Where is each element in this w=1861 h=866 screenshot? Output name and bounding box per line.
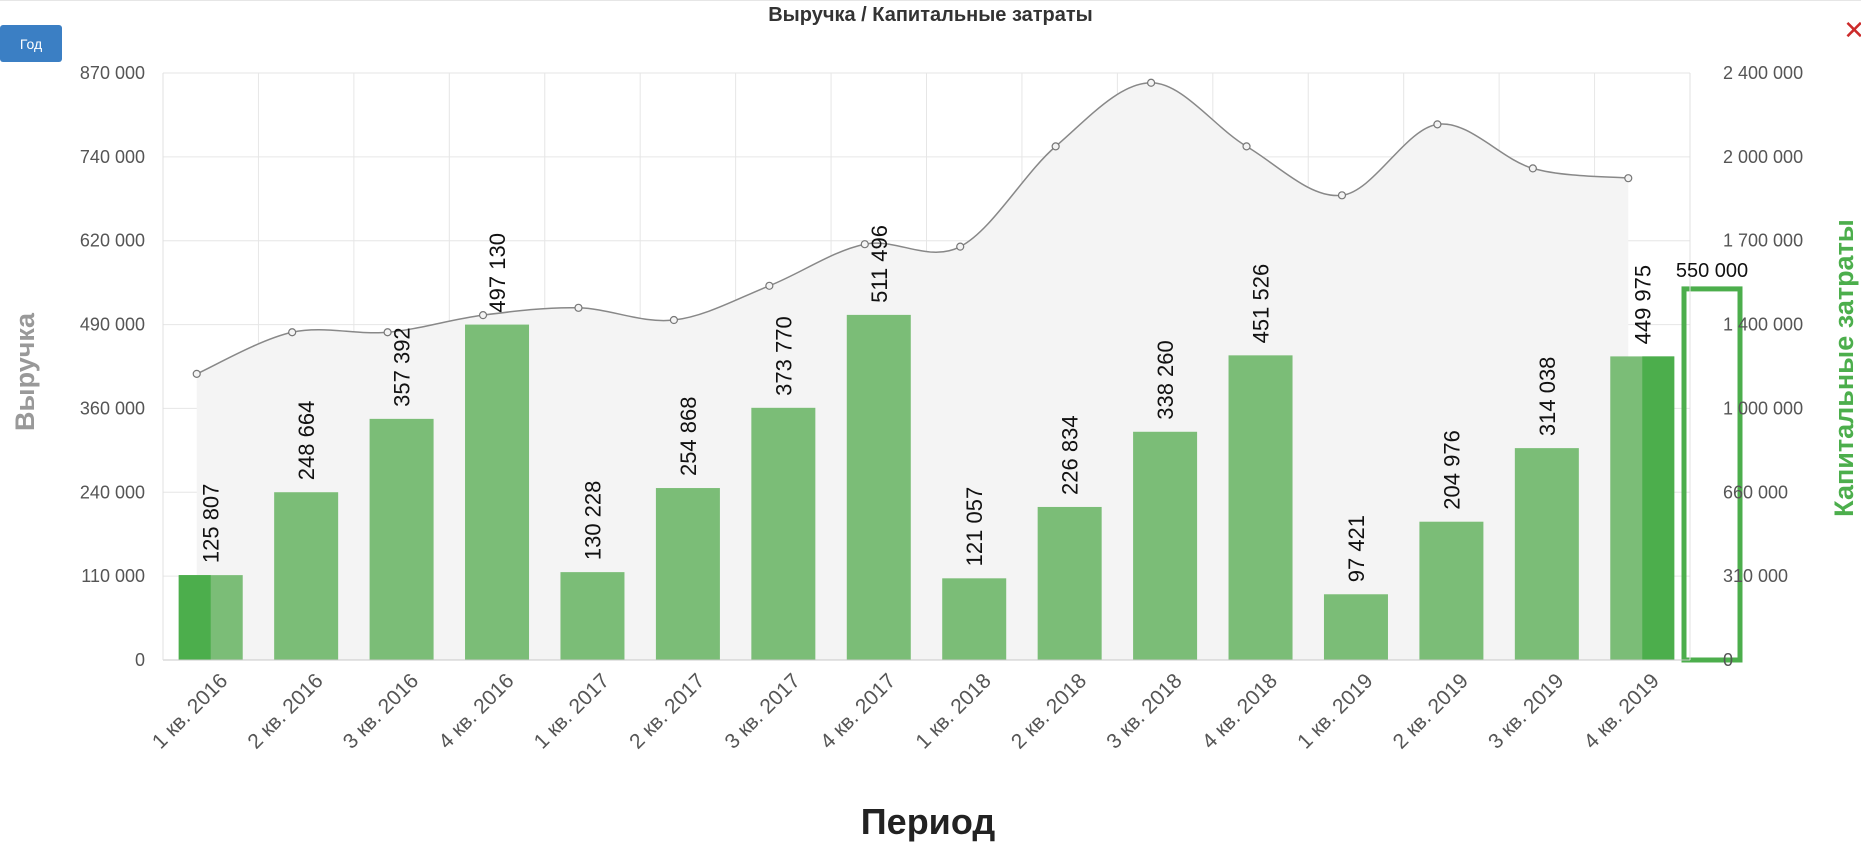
y-tick-label-right: 1 700 000: [1723, 231, 1803, 251]
capex-point: [1528, 164, 1537, 173]
y-tick-label-left: 110 000: [81, 566, 145, 586]
x-tick-label: 3 кв. 2019: [1484, 669, 1568, 753]
revenue-bar: [942, 578, 1007, 660]
y-tick-label-left: 240 000: [80, 482, 145, 502]
revenue-bar: [1514, 448, 1579, 660]
capex-point: [1051, 142, 1060, 151]
revenue-data-label: 226 834: [1058, 415, 1083, 495]
revenue-bar: [1419, 521, 1484, 660]
revenue-data-label: 254 868: [676, 397, 701, 477]
highlight-value-label: 550 000: [1676, 260, 1748, 282]
capex-point: [574, 303, 583, 312]
top-border: [0, 0, 1861, 5]
y-tick-label-right: 310 000: [1723, 566, 1788, 586]
x-axis-title: Период: [861, 801, 996, 842]
y-tick-label-left: 740 000: [80, 147, 145, 167]
capex-point: [1433, 120, 1442, 129]
capex-point: [956, 242, 965, 251]
period-year-button[interactable]: Год: [0, 25, 62, 62]
close-icon[interactable]: ✕: [1843, 16, 1861, 46]
x-tick-label: 1 кв. 2019: [1293, 669, 1377, 753]
revenue-data-label: 449 975: [1630, 265, 1655, 345]
y-tick-label-right: 2 000 000: [1723, 147, 1803, 167]
highlight-bar-segment: [1642, 356, 1675, 660]
chart-title: Выручка / Капитальные затраты: [768, 4, 1093, 26]
capex-point: [1337, 191, 1347, 200]
y-tick-label-right: 0: [1723, 650, 1733, 670]
y-tick-label-left: 0: [135, 650, 145, 670]
revenue-data-label: 511 496: [867, 225, 892, 303]
revenue-data-label: 338 260: [1153, 340, 1178, 420]
revenue-data-label: 121 057: [962, 487, 987, 567]
y-axis-left-title: Выручка: [10, 312, 40, 431]
revenue-data-label: 204 976: [1439, 430, 1464, 510]
highlight-outline-box: [1681, 286, 1743, 663]
y-tick-label-left: 490 000: [80, 315, 145, 335]
revenue-bar: [465, 324, 530, 660]
x-tick-label: 3 кв. 2018: [1102, 669, 1186, 753]
x-tick-label: 4 кв. 2016: [434, 669, 518, 753]
x-tick-label: 4 кв. 2017: [816, 669, 900, 753]
x-tick-label: 3 кв. 2017: [721, 669, 805, 753]
revenue-bar: [846, 314, 911, 660]
capex-point: [860, 240, 869, 249]
x-tick-label: 1 кв. 2016: [148, 669, 232, 753]
revenue-data-label: 97 421: [1344, 515, 1369, 582]
revenue-data-label: 248 664: [294, 401, 319, 481]
y-tick-label-right: 660 000: [1723, 482, 1788, 502]
revenue-data-label: 314 038: [1535, 357, 1560, 437]
revenue-bar: [1323, 594, 1388, 660]
x-tick-label: 4 кв. 2019: [1579, 669, 1663, 753]
revenue-data-label: 130 228: [580, 481, 605, 561]
capex-line: [196, 82, 1629, 375]
data-labels: 125 807 248 664 357 392 497 130 130 228 254 8…: [199, 225, 1748, 582]
x-tick-label: 1 кв. 2018: [911, 669, 995, 753]
y-tick-label-left: 870 000: [80, 63, 145, 83]
capex-point: [288, 328, 297, 337]
revenue-bar-series: [178, 286, 1743, 663]
capex-point: [765, 281, 774, 290]
revenue-bar: [1037, 506, 1102, 660]
y-tick-label-right: 1 000 000: [1723, 398, 1803, 418]
revenue-bar: [369, 418, 434, 660]
x-tick-label: 2 кв. 2019: [1389, 669, 1473, 753]
x-tick-label: 2 кв. 2016: [243, 669, 327, 753]
revenue-bar: [1228, 355, 1293, 660]
capex-point: [383, 328, 392, 337]
revenue-bar: [274, 492, 339, 660]
capex-point: [669, 315, 679, 325]
x-tick-label: 2 кв. 2018: [1007, 669, 1091, 753]
revenue-data-label: 497 130: [485, 233, 510, 313]
revenue-data-label: 373 770: [771, 316, 796, 396]
revenue-bar: [560, 572, 625, 660]
revenue-data-label: 357 392: [390, 327, 415, 407]
x-tick-label: 3 кв. 2016: [339, 669, 423, 753]
x-tick-label: 4 кв. 2018: [1198, 669, 1282, 753]
revenue-data-label: 451 526: [1249, 264, 1274, 344]
highlight-bar-segment: [178, 575, 211, 660]
revenue-bar: [1133, 431, 1198, 660]
y-axis-right-title: Капитальные затраты: [1829, 219, 1859, 517]
capex-point: [1624, 174, 1633, 183]
x-tick-label: 2 кв. 2017: [625, 669, 709, 753]
capex-point: [1242, 142, 1251, 151]
y-tick-label-left: 620 000: [80, 231, 145, 251]
revenue-bar: [655, 488, 720, 660]
capex-point: [192, 369, 201, 378]
revenue-bar: [751, 407, 816, 660]
y-tick-label-right: 1 400 000: [1723, 315, 1803, 335]
y-tick-label-left: 360 000: [80, 398, 145, 418]
y-tick-label-right: 2 400 000: [1723, 63, 1803, 83]
revenue-data-label: 125 807: [199, 484, 224, 564]
x-tick-label: 1 кв. 2017: [530, 669, 614, 753]
capex-point: [1146, 78, 1156, 87]
capex-point: [478, 311, 488, 320]
